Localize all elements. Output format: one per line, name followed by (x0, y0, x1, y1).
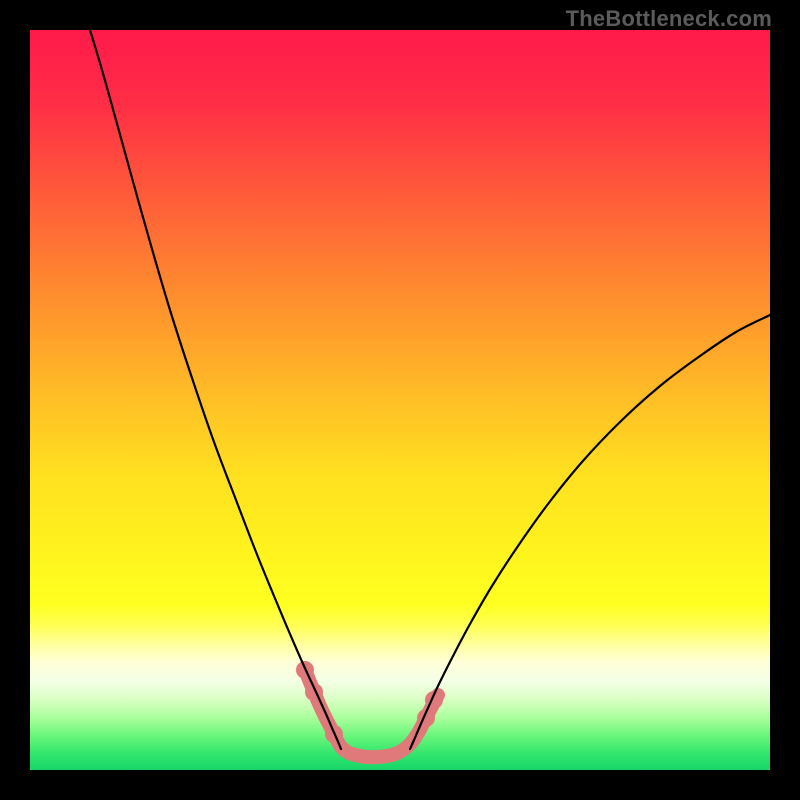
watermark-text: TheBottleneck.com (566, 6, 772, 32)
chart-frame: TheBottleneck.com (0, 0, 800, 800)
chart-svg (30, 30, 770, 770)
plot-area (30, 30, 770, 770)
